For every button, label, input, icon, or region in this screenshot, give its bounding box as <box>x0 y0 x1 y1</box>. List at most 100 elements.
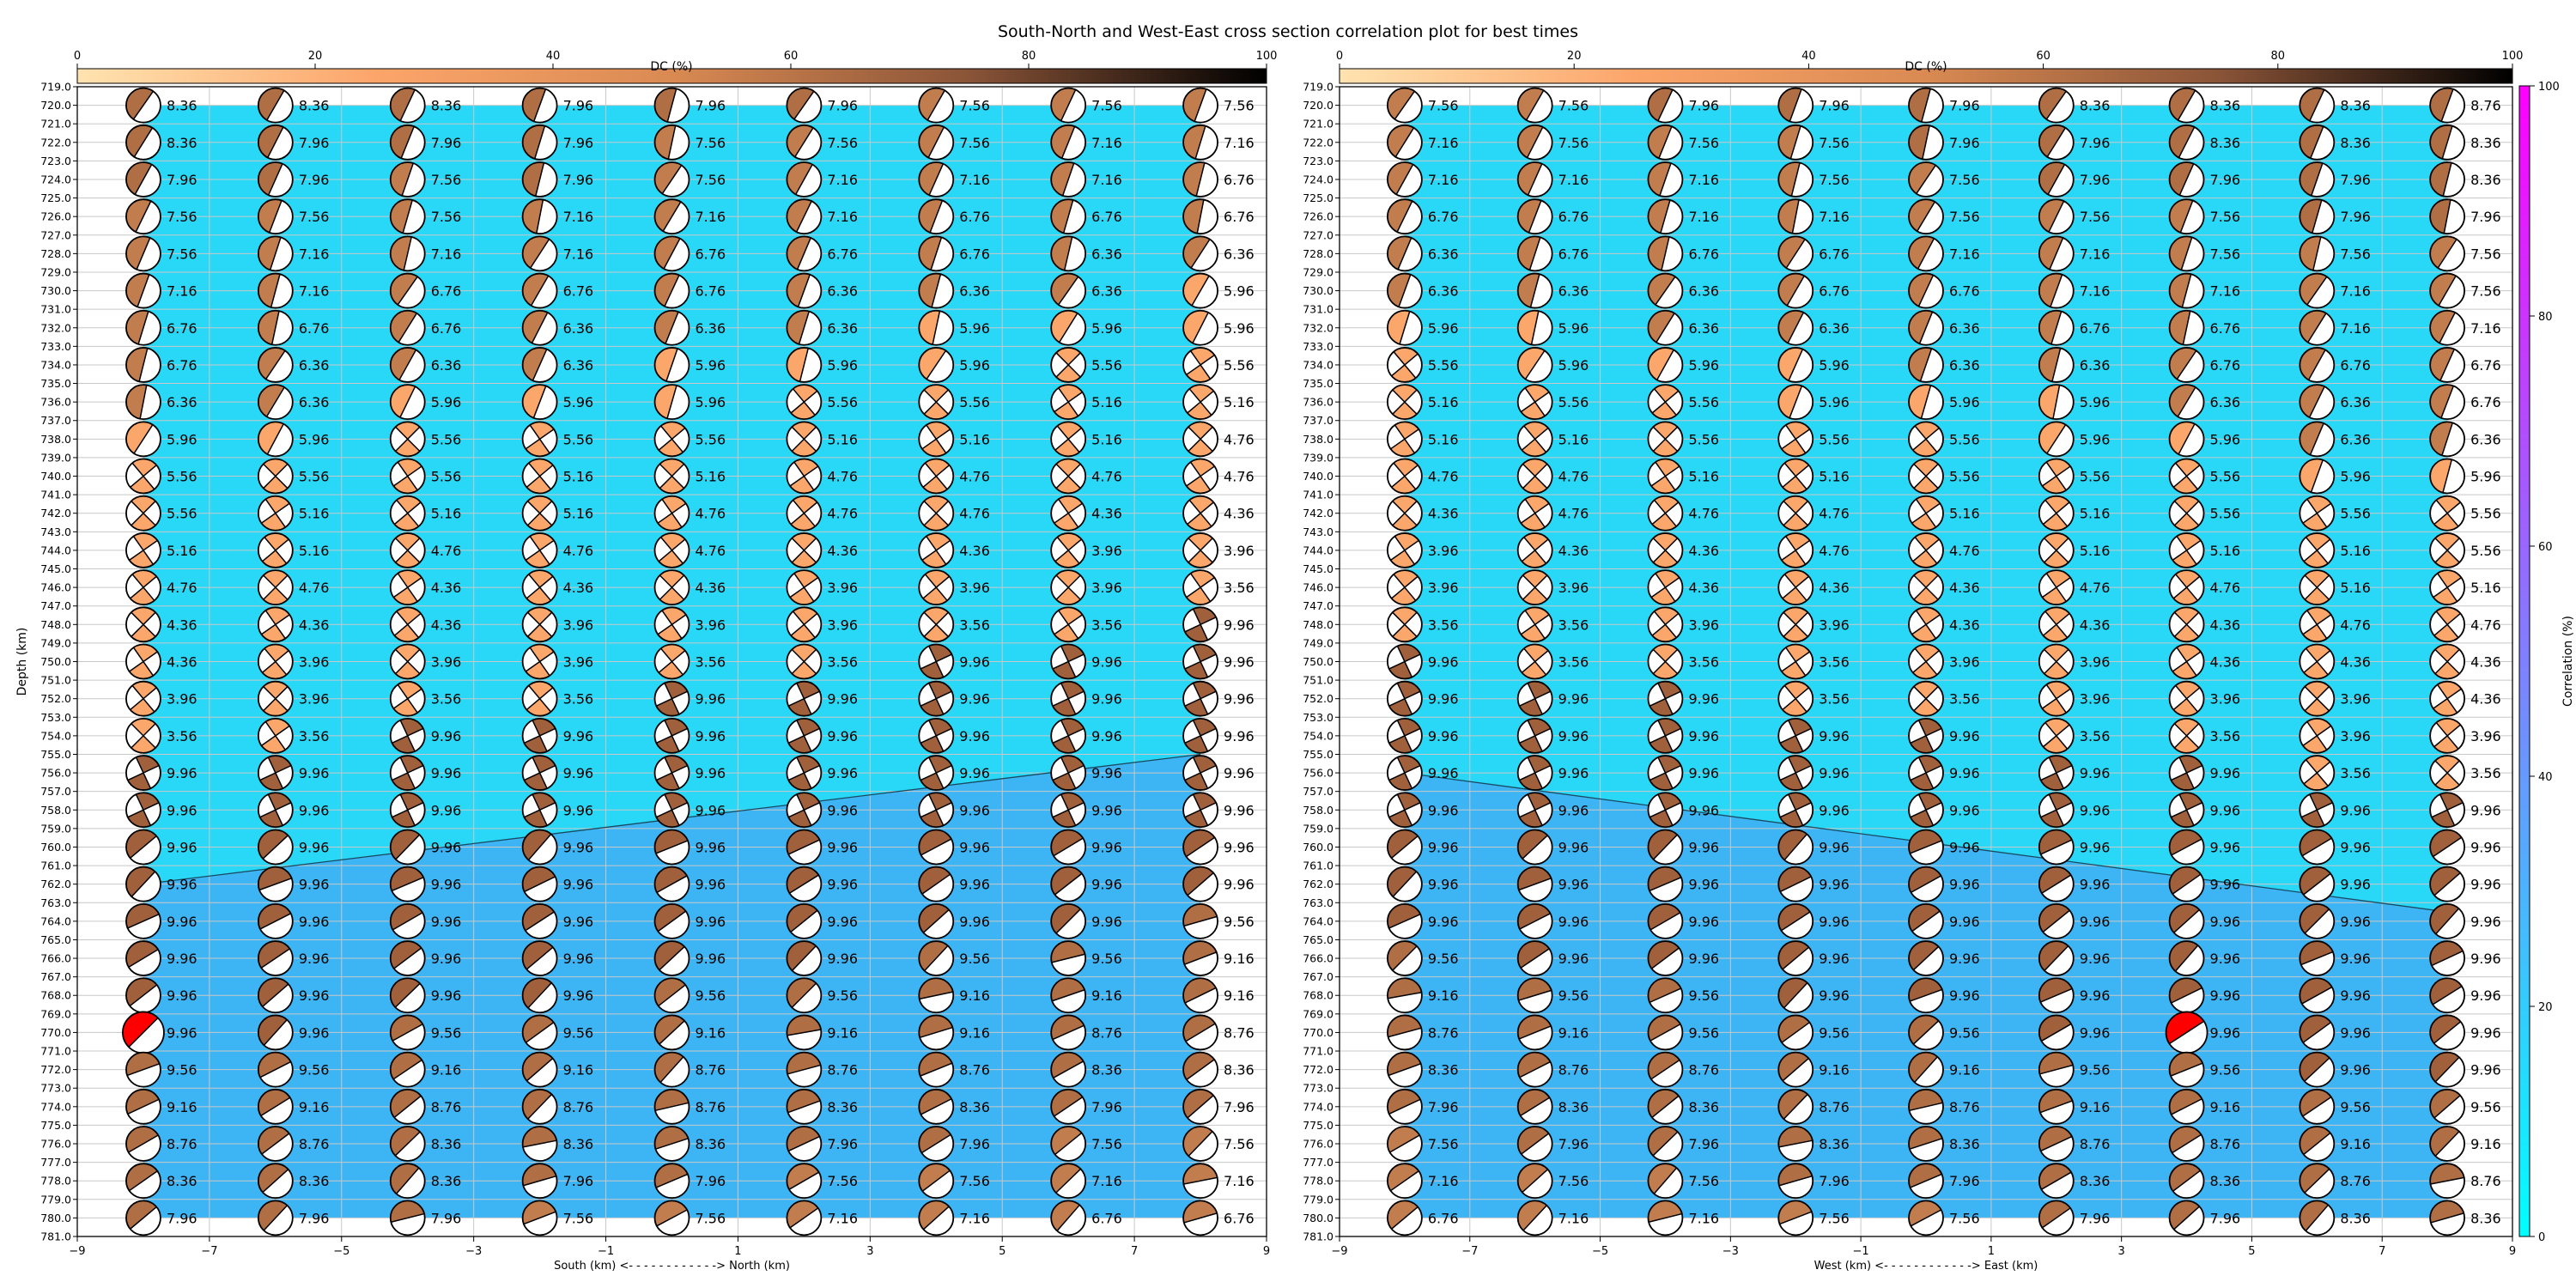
beachball <box>1516 347 1553 383</box>
beachball-outline <box>1777 421 1814 458</box>
beachball-half <box>1648 1052 1680 1079</box>
beachball <box>1647 272 1684 309</box>
value-label: 5.16 <box>563 506 594 522</box>
value-label: 9.96 <box>563 802 594 818</box>
value-label: 5.16 <box>2470 580 2501 596</box>
beachball-half <box>390 273 418 305</box>
beachball <box>2038 124 2075 161</box>
beachball <box>389 1051 426 1088</box>
beachball-outline <box>1516 866 1553 902</box>
beachball-nodal-line <box>1388 1098 1421 1115</box>
beachball-outline <box>786 309 823 346</box>
beachball-half <box>2169 273 2191 307</box>
beachball-nodal-line <box>523 1175 557 1187</box>
beachball-outline <box>389 569 426 606</box>
beachball <box>521 1014 558 1051</box>
beachball-quadrant <box>1054 402 1078 420</box>
beachball-outline <box>257 680 294 717</box>
beachball-nodal-line <box>528 574 552 601</box>
beachball <box>521 124 558 161</box>
beachball-outline <box>1386 87 1423 124</box>
beachball-nodal-line <box>2046 424 2067 454</box>
beachball <box>1908 384 1944 421</box>
beachball <box>1386 792 1423 829</box>
beachball-outline <box>2429 569 2466 606</box>
beachball-outline <box>1908 866 1944 902</box>
beachball <box>389 532 426 568</box>
beachball-nodal-line <box>128 1017 159 1048</box>
beachball-outline <box>653 569 690 606</box>
value-label: 9.96 <box>431 728 462 744</box>
beachball <box>125 1051 161 1088</box>
beachball <box>1182 309 1218 346</box>
beachball-outline <box>786 421 823 458</box>
beachball <box>125 606 161 643</box>
beachball-outline <box>1386 569 1423 606</box>
beachball-half <box>2038 941 2069 971</box>
beachball <box>1182 755 1218 791</box>
beachball-quadrant <box>2306 607 2331 625</box>
beachball-nodal-line <box>2433 1095 2461 1119</box>
y-tick-label: 781.0 <box>1303 1230 1334 1243</box>
value-label: 7.56 <box>431 172 462 188</box>
beachball-quadrant <box>1655 570 1680 588</box>
beachball-outline <box>1777 829 1814 866</box>
beachball-outline <box>389 235 426 272</box>
beachball-outline <box>1777 606 1814 643</box>
beachball-nodal-line <box>666 88 677 123</box>
beachball-half <box>1387 941 1418 971</box>
beachball <box>257 866 294 902</box>
value-label: 8.76 <box>2340 1173 2371 1189</box>
beachball-quadrant <box>262 550 287 568</box>
value-label: 4.36 <box>1949 580 1980 596</box>
value-label: 3.96 <box>1091 543 1122 559</box>
beachball-nodal-line <box>661 610 683 640</box>
value-label: 6.36 <box>1819 320 1850 337</box>
x-tick-label: 1 <box>1988 1245 1995 1258</box>
beachball <box>1647 829 1684 866</box>
value-label: 7.96 <box>1949 1173 1980 1189</box>
beachball-outline <box>2038 495 2075 532</box>
value-label: 9.96 <box>2080 987 2111 1004</box>
beachball <box>1908 680 1944 717</box>
beachball-outline <box>786 940 823 976</box>
y-tick-label: 779.0 <box>1303 1193 1334 1206</box>
beachball-outline <box>1050 495 1087 532</box>
dc-left-tick-label: 80 <box>1022 50 1036 63</box>
beachball <box>2168 272 2205 309</box>
value-label: 9.96 <box>696 765 726 781</box>
beachball-outline <box>918 643 955 680</box>
beachball <box>1777 1200 1814 1236</box>
beachball <box>125 347 161 383</box>
beachball-quadrant <box>393 698 418 716</box>
beachball-quadrant <box>1190 347 1215 365</box>
beachball-half <box>2430 422 2453 456</box>
beachball-outline <box>786 532 823 568</box>
beachball-quadrant <box>2177 532 2201 550</box>
value-label: 8.36 <box>2080 98 2111 114</box>
beachball-nodal-line <box>2045 573 2067 602</box>
x-tick-label: 5 <box>2248 1245 2255 1258</box>
y-tick-label: 729.0 <box>40 265 71 278</box>
beachball-nodal-line <box>393 1095 422 1118</box>
beachball <box>1182 1088 1218 1125</box>
beachball-nodal-line <box>1186 1059 1215 1080</box>
beachball-nodal-line <box>392 877 424 892</box>
beachball <box>389 124 426 161</box>
value-label: 9.96 <box>2470 1024 2501 1041</box>
beachball-outline <box>1386 680 1423 717</box>
beachball <box>786 866 823 902</box>
beachball-quadrant <box>1785 644 1810 662</box>
beachball <box>1386 569 1423 606</box>
beachball-half <box>2300 1089 2331 1117</box>
beachball-nodal-line <box>1657 756 1674 789</box>
value-label: 3.96 <box>2340 728 2371 744</box>
beachball-nodal-line <box>528 684 552 713</box>
beachball-nodal-line <box>530 239 550 269</box>
value-label: 9.56 <box>2210 1062 2241 1078</box>
beachball-outline <box>1050 902 1087 939</box>
beachball-half <box>2300 866 2331 895</box>
beachball-outline <box>1647 384 1684 421</box>
value-label: 7.56 <box>827 135 858 151</box>
beachball-quadrant <box>393 476 418 494</box>
